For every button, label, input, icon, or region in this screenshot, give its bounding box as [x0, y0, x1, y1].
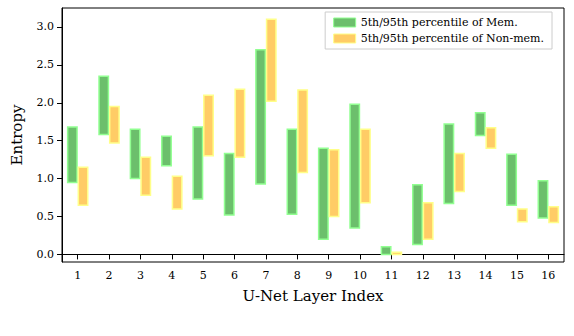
svg-text:9: 9 [325, 269, 332, 282]
svg-text:1.0: 1.0 [37, 172, 55, 185]
svg-text:2: 2 [106, 269, 113, 282]
svg-text:8: 8 [294, 269, 301, 282]
svg-text:2.0: 2.0 [37, 96, 55, 109]
svg-text:11: 11 [384, 269, 398, 282]
svg-text:13: 13 [447, 269, 461, 282]
svg-text:10: 10 [353, 269, 367, 282]
svg-text:1: 1 [74, 269, 81, 282]
svg-text:U-Net Layer Index: U-Net Layer Index [243, 287, 385, 305]
svg-text:16: 16 [541, 269, 555, 282]
svg-text:5: 5 [200, 269, 207, 282]
svg-text:7: 7 [262, 269, 269, 282]
svg-text:12: 12 [416, 269, 430, 282]
svg-text:15: 15 [510, 269, 524, 282]
svg-text:0.5: 0.5 [37, 210, 55, 223]
svg-text:1.5: 1.5 [37, 134, 55, 147]
svg-text:3: 3 [137, 269, 144, 282]
svg-text:0.0: 0.0 [37, 248, 55, 261]
svg-text:6: 6 [231, 269, 238, 282]
svg-text:3.0: 3.0 [37, 20, 55, 33]
svg-text:Entropy: Entropy [8, 104, 26, 165]
svg-text:5th/95th percentile of Non-mem: 5th/95th percentile of Non-mem. [361, 32, 544, 45]
svg-text:14: 14 [479, 269, 493, 282]
svg-text:4: 4 [168, 269, 175, 282]
svg-text:5th/95th percentile of Mem.: 5th/95th percentile of Mem. [361, 16, 518, 29]
svg-text:2.5: 2.5 [37, 58, 55, 71]
